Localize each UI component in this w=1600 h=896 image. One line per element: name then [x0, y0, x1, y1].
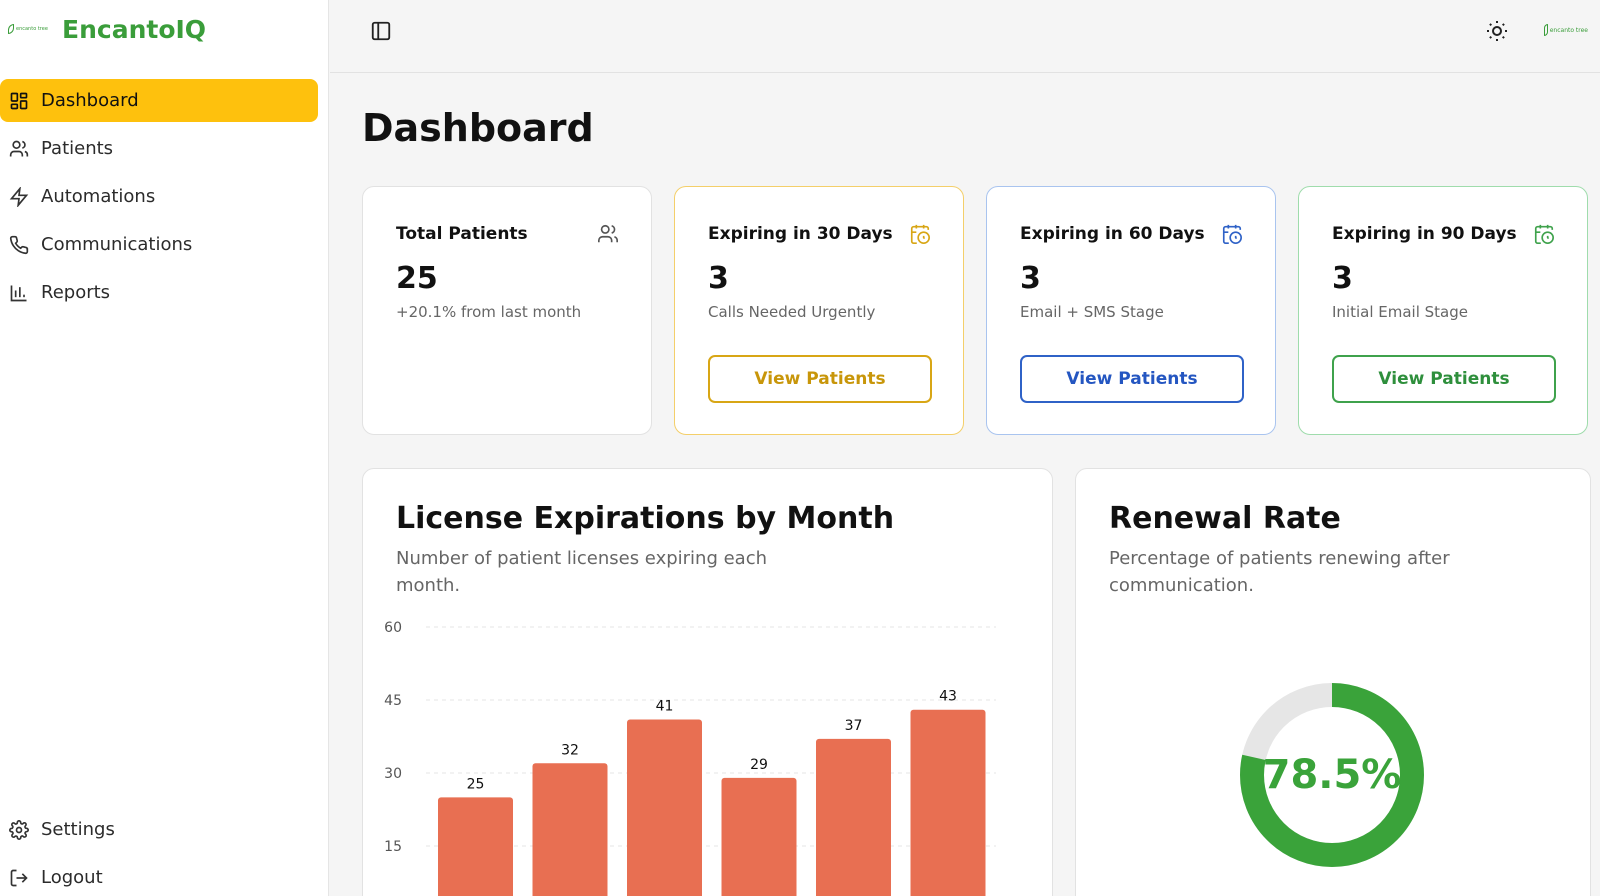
brand-logo: encanto tree — [8, 22, 50, 36]
panel-title: License Expirations by Month — [396, 501, 895, 536]
sidebar-item-label: Logout — [41, 867, 103, 888]
data-label: 37 — [845, 718, 863, 734]
y-tick-label: 30 — [384, 766, 402, 782]
view-patients-60-button[interactable]: View Patients — [1020, 355, 1244, 403]
sidebar-item-logout[interactable]: Logout — [0, 856, 318, 896]
card-expiring-90: Expiring in 90 Days 3 Initial Email Stag… — [1298, 186, 1588, 435]
sidebar-item-automations[interactable]: Automations — [0, 175, 318, 218]
card-total-patients: Total Patients 25 +20.1% from last month — [362, 186, 652, 435]
data-label: 41 — [656, 698, 674, 714]
view-patients-90-button[interactable]: View Patients — [1332, 355, 1556, 403]
sidebar-bottom-nav: Settings Logout — [0, 808, 318, 896]
gear-icon — [9, 819, 29, 840]
card-subtitle: Calls Needed Urgently — [708, 303, 876, 321]
phone-icon — [9, 235, 29, 254]
card-value: 25 — [396, 261, 438, 296]
calendar-clock-icon — [910, 224, 930, 244]
card-subtitle: +20.1% from last month — [396, 303, 582, 321]
sidebar-nav: Dashboard Patients Automations Communica… — [0, 79, 318, 319]
y-tick-label: 60 — [384, 620, 402, 636]
bar — [910, 709, 986, 896]
panel-subtitle: Percentage of patients renewing after co… — [1109, 548, 1450, 596]
data-label: 25 — [467, 776, 485, 792]
sidebar-item-label: Dashboard — [41, 90, 139, 111]
sidebar-item-communications[interactable]: Communications — [0, 223, 318, 266]
leaf-icon — [1544, 24, 1548, 36]
bar — [532, 763, 608, 896]
panel-subtitle: Number of patient licenses expiring each… — [396, 548, 768, 596]
calendar-clock-icon — [1222, 224, 1242, 244]
donut-slice — [1240, 683, 1424, 867]
avatar[interactable]: encanto tree — [1544, 20, 1588, 40]
view-patients-30-button[interactable]: View Patients — [708, 355, 932, 403]
sidebar-item-label: Reports — [41, 282, 111, 303]
brand-name: EncantoIQ — [62, 14, 207, 44]
sun-icon[interactable] — [1485, 19, 1509, 43]
card-expiring-30: Expiring in 30 Days 3 Calls Needed Urgen… — [674, 186, 964, 435]
card-title: Total Patients — [396, 224, 528, 244]
sidebar-toggle-icon[interactable] — [370, 20, 392, 42]
brand[interactable]: encanto tree EncantoIQ — [8, 12, 206, 46]
card-title: Expiring in 30 Days — [708, 224, 893, 244]
users-icon — [9, 140, 29, 156]
bar — [816, 738, 891, 896]
renewal-rate-gauge: 78.5% — [1236, 679, 1428, 871]
sidebar-item-label: Automations — [41, 186, 156, 207]
sidebar-item-settings[interactable]: Settings — [0, 808, 318, 851]
card-value: 3 — [708, 261, 729, 296]
license-expirations-panel: License Expirations by Month Number of p… — [362, 468, 1053, 896]
calendar-clock-icon — [1534, 224, 1554, 244]
zap-icon — [9, 186, 29, 207]
bar-chart-icon — [10, 285, 27, 301]
sidebar: encanto tree EncantoIQ Dashboard Patient… — [0, 0, 329, 896]
leaf-icon — [8, 24, 14, 34]
sidebar-item-patients[interactable]: Patients — [0, 127, 318, 170]
sidebar-item-label: Settings — [41, 819, 115, 840]
card-subtitle: Initial Email Stage — [1332, 303, 1469, 321]
license-expirations-chart: 15 30 45 60 25 32 41 29 37 43 — [384, 620, 996, 896]
data-label: 43 — [939, 689, 957, 705]
topbar: encanto tree — [330, 0, 1600, 73]
y-tick-label: 15 — [384, 839, 402, 855]
dashboard-icon — [10, 92, 28, 109]
card-title: Expiring in 90 Days — [1332, 224, 1517, 244]
logout-icon — [10, 869, 28, 886]
bar — [627, 719, 702, 896]
bar — [721, 777, 797, 896]
y-tick-label: 45 — [384, 693, 402, 709]
panel-title: Renewal Rate — [1109, 501, 1341, 536]
renewal-rate-panel: Renewal Rate Percentage of patients rene… — [1075, 468, 1591, 896]
sidebar-item-label: Communications — [41, 234, 193, 255]
avatar-text: encanto tree — [1549, 26, 1588, 34]
sidebar-item-label: Patients — [41, 138, 114, 159]
card-subtitle: Email + SMS Stage — [1020, 303, 1164, 321]
sidebar-item-reports[interactable]: Reports — [0, 271, 318, 314]
page-title: Dashboard — [362, 106, 594, 150]
data-label: 29 — [750, 757, 768, 773]
brand-logo-text: encanto tree — [16, 26, 48, 32]
renewal-rate-donut — [1240, 683, 1424, 867]
card-value: 3 — [1020, 261, 1041, 296]
renewal-rate-value: 78.5% — [1262, 752, 1402, 798]
data-label: 32 — [561, 742, 579, 758]
users-icon — [598, 224, 618, 243]
bar — [438, 797, 513, 896]
card-title: Expiring in 60 Days — [1020, 224, 1205, 244]
card-value: 3 — [1332, 261, 1353, 296]
card-expiring-60: Expiring in 60 Days 3 Email + SMS Stage … — [986, 186, 1276, 435]
sidebar-item-dashboard[interactable]: Dashboard — [0, 79, 318, 122]
